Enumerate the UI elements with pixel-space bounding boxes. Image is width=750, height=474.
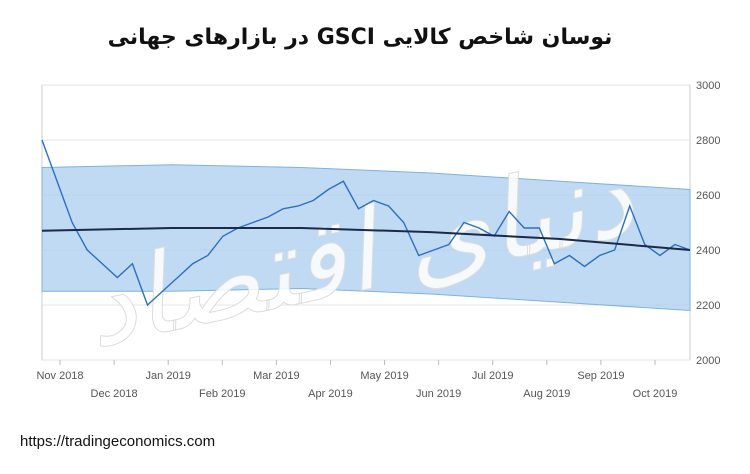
x-tick-label: Jan 2019 (146, 370, 191, 382)
band (41, 164, 691, 312)
x-tick-label: Nov 2018 (36, 370, 83, 382)
chart-title: نوسان شاخص کالایی GSCI در بازارهای جهانی (108, 25, 613, 50)
x-tick-label: May 2019 (360, 370, 408, 382)
y-tick-label: 2000 (696, 355, 720, 367)
x-tick-label: Apr 2019 (308, 388, 353, 400)
series-line (41, 139, 691, 307)
y-tick-label: 2800 (696, 135, 720, 147)
x-tick-label: Dec 2018 (91, 388, 138, 400)
y-tick-label: 3000 (696, 80, 720, 92)
y-tick-label: 2600 (696, 190, 720, 202)
y-tick-label: 2400 (696, 245, 720, 257)
trend-line (41, 227, 691, 251)
x-tick-label: Oct 2019 (633, 388, 678, 400)
x-tick-label: Jul 2019 (472, 370, 514, 382)
x-tick-label: Jun 2019 (416, 388, 461, 400)
x-tick-label: Feb 2019 (199, 388, 245, 400)
x-tick-label: Mar 2019 (253, 370, 299, 382)
y-tick-label: 2200 (696, 300, 720, 312)
x-tick-label: Aug 2019 (523, 388, 570, 400)
x-tick-label: Sep 2019 (577, 370, 624, 382)
source: https://tradingeconomics.com (20, 433, 215, 450)
